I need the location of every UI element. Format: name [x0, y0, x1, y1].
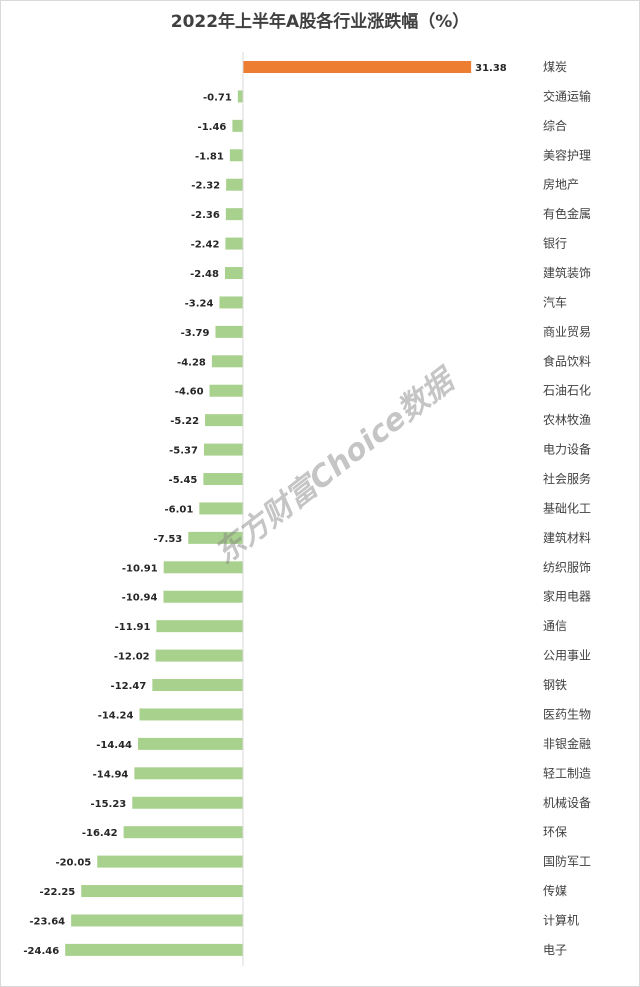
value-label-12: -5.22	[170, 416, 199, 427]
bar-15	[199, 502, 243, 515]
category-label-11: 石油石化	[543, 384, 591, 398]
bar-7	[224, 267, 243, 280]
category-label-4: 房地产	[543, 177, 579, 192]
bar-26	[123, 826, 243, 839]
value-label-2: -1.46	[198, 122, 227, 133]
value-label-17: -10.91	[122, 563, 158, 574]
bar-18	[163, 590, 243, 603]
bar-16	[188, 531, 243, 544]
category-label-13: 电力设备	[543, 443, 591, 457]
value-label-13: -5.37	[169, 446, 198, 457]
bar-1	[237, 90, 243, 103]
bar-11	[209, 384, 243, 397]
category-label-3: 美容护理	[543, 147, 591, 162]
value-label-14: -5.45	[169, 475, 198, 486]
bar-21	[152, 679, 243, 692]
category-label-23: 非银金融	[543, 736, 591, 751]
value-label-23: -14.44	[96, 740, 132, 751]
category-label-6: 银行	[543, 237, 567, 251]
bar-23	[138, 737, 243, 750]
bar-10	[211, 355, 243, 368]
bar-0	[243, 61, 472, 73]
category-label-22: 医药生物	[543, 707, 591, 721]
category-label-27: 国防军工	[543, 854, 591, 869]
bar-8	[219, 296, 243, 309]
category-label-17: 纺织服饰	[543, 560, 591, 574]
category-label-2: 综合	[543, 118, 567, 133]
value-label-20: -12.02	[114, 652, 150, 663]
category-label-5: 有色金属	[543, 206, 591, 221]
value-label-24: -14.94	[93, 769, 129, 780]
watermark: 东方财富Choice数据	[208, 361, 464, 572]
bar-20	[155, 649, 243, 662]
bar-24	[134, 767, 243, 780]
value-label-22: -14.24	[98, 710, 134, 721]
category-label-29: 计算机	[543, 912, 579, 927]
bar-22	[139, 708, 243, 721]
bar-19	[156, 620, 243, 633]
bar-30	[65, 943, 243, 956]
bar-4	[226, 178, 243, 191]
value-label-25: -15.23	[90, 799, 126, 810]
bar-13	[203, 443, 243, 456]
bar-17	[163, 561, 243, 574]
category-label-20: 公用事业	[543, 649, 591, 663]
bar-9	[215, 325, 243, 338]
value-label-27: -20.05	[55, 858, 91, 869]
value-label-28: -22.25	[39, 887, 75, 898]
bar-12	[205, 414, 243, 427]
bar-14	[203, 473, 243, 486]
value-label-1: -0.71	[203, 92, 232, 103]
bar-29	[71, 914, 243, 927]
bar-5	[225, 208, 243, 221]
category-label-9: 商业贸易	[543, 324, 591, 339]
category-label-25: 机械设备	[543, 795, 591, 810]
category-label-0: 煤炭	[543, 60, 567, 74]
value-label-3: -1.81	[195, 151, 224, 162]
category-label-28: 传媒	[543, 883, 567, 898]
category-label-19: 通信	[543, 619, 567, 633]
value-label-29: -23.64	[29, 916, 65, 927]
value-label-21: -12.47	[111, 681, 147, 692]
category-label-18: 家用电器	[543, 589, 591, 604]
value-label-7: -2.48	[190, 269, 219, 280]
category-label-16: 建筑材料	[543, 530, 591, 545]
category-label-7: 建筑装饰	[543, 265, 591, 280]
value-label-18: -10.94	[122, 593, 158, 604]
category-label-8: 汽车	[543, 294, 567, 309]
category-label-14: 社会服务	[543, 471, 591, 486]
value-label-10: -4.28	[177, 357, 206, 368]
value-label-4: -2.32	[191, 181, 220, 192]
category-label-15: 基础化工	[543, 501, 591, 515]
value-label-0: 31.38	[475, 63, 507, 74]
value-label-8: -3.24	[185, 298, 214, 309]
bar-27	[97, 855, 243, 868]
value-label-16: -7.53	[153, 534, 182, 545]
category-label-12: 农林牧渔	[543, 413, 591, 427]
category-label-30: 电子	[543, 943, 567, 957]
value-label-5: -2.36	[191, 210, 220, 221]
value-label-30: -24.46	[23, 946, 59, 957]
bar-3	[229, 149, 243, 162]
value-label-15: -6.01	[164, 504, 193, 515]
bar-6	[225, 237, 243, 250]
category-label-10: 食品饮料	[543, 353, 591, 368]
bar-25	[132, 796, 243, 809]
category-label-24: 轻工制造	[543, 766, 591, 780]
value-label-26: -16.42	[82, 828, 118, 839]
category-label-26: 环保	[543, 825, 567, 839]
value-label-19: -11.91	[115, 622, 151, 633]
chart-title: 2022年上半年A股各行业涨跌幅（%）	[171, 11, 470, 32]
value-label-11: -4.60	[175, 387, 204, 398]
bar-28	[81, 885, 244, 898]
category-label-21: 钢铁	[543, 678, 567, 692]
value-label-9: -3.79	[181, 328, 210, 339]
value-label-6: -2.42	[191, 240, 220, 251]
bar-2	[232, 119, 243, 132]
category-label-1: 交通运输	[543, 88, 591, 103]
